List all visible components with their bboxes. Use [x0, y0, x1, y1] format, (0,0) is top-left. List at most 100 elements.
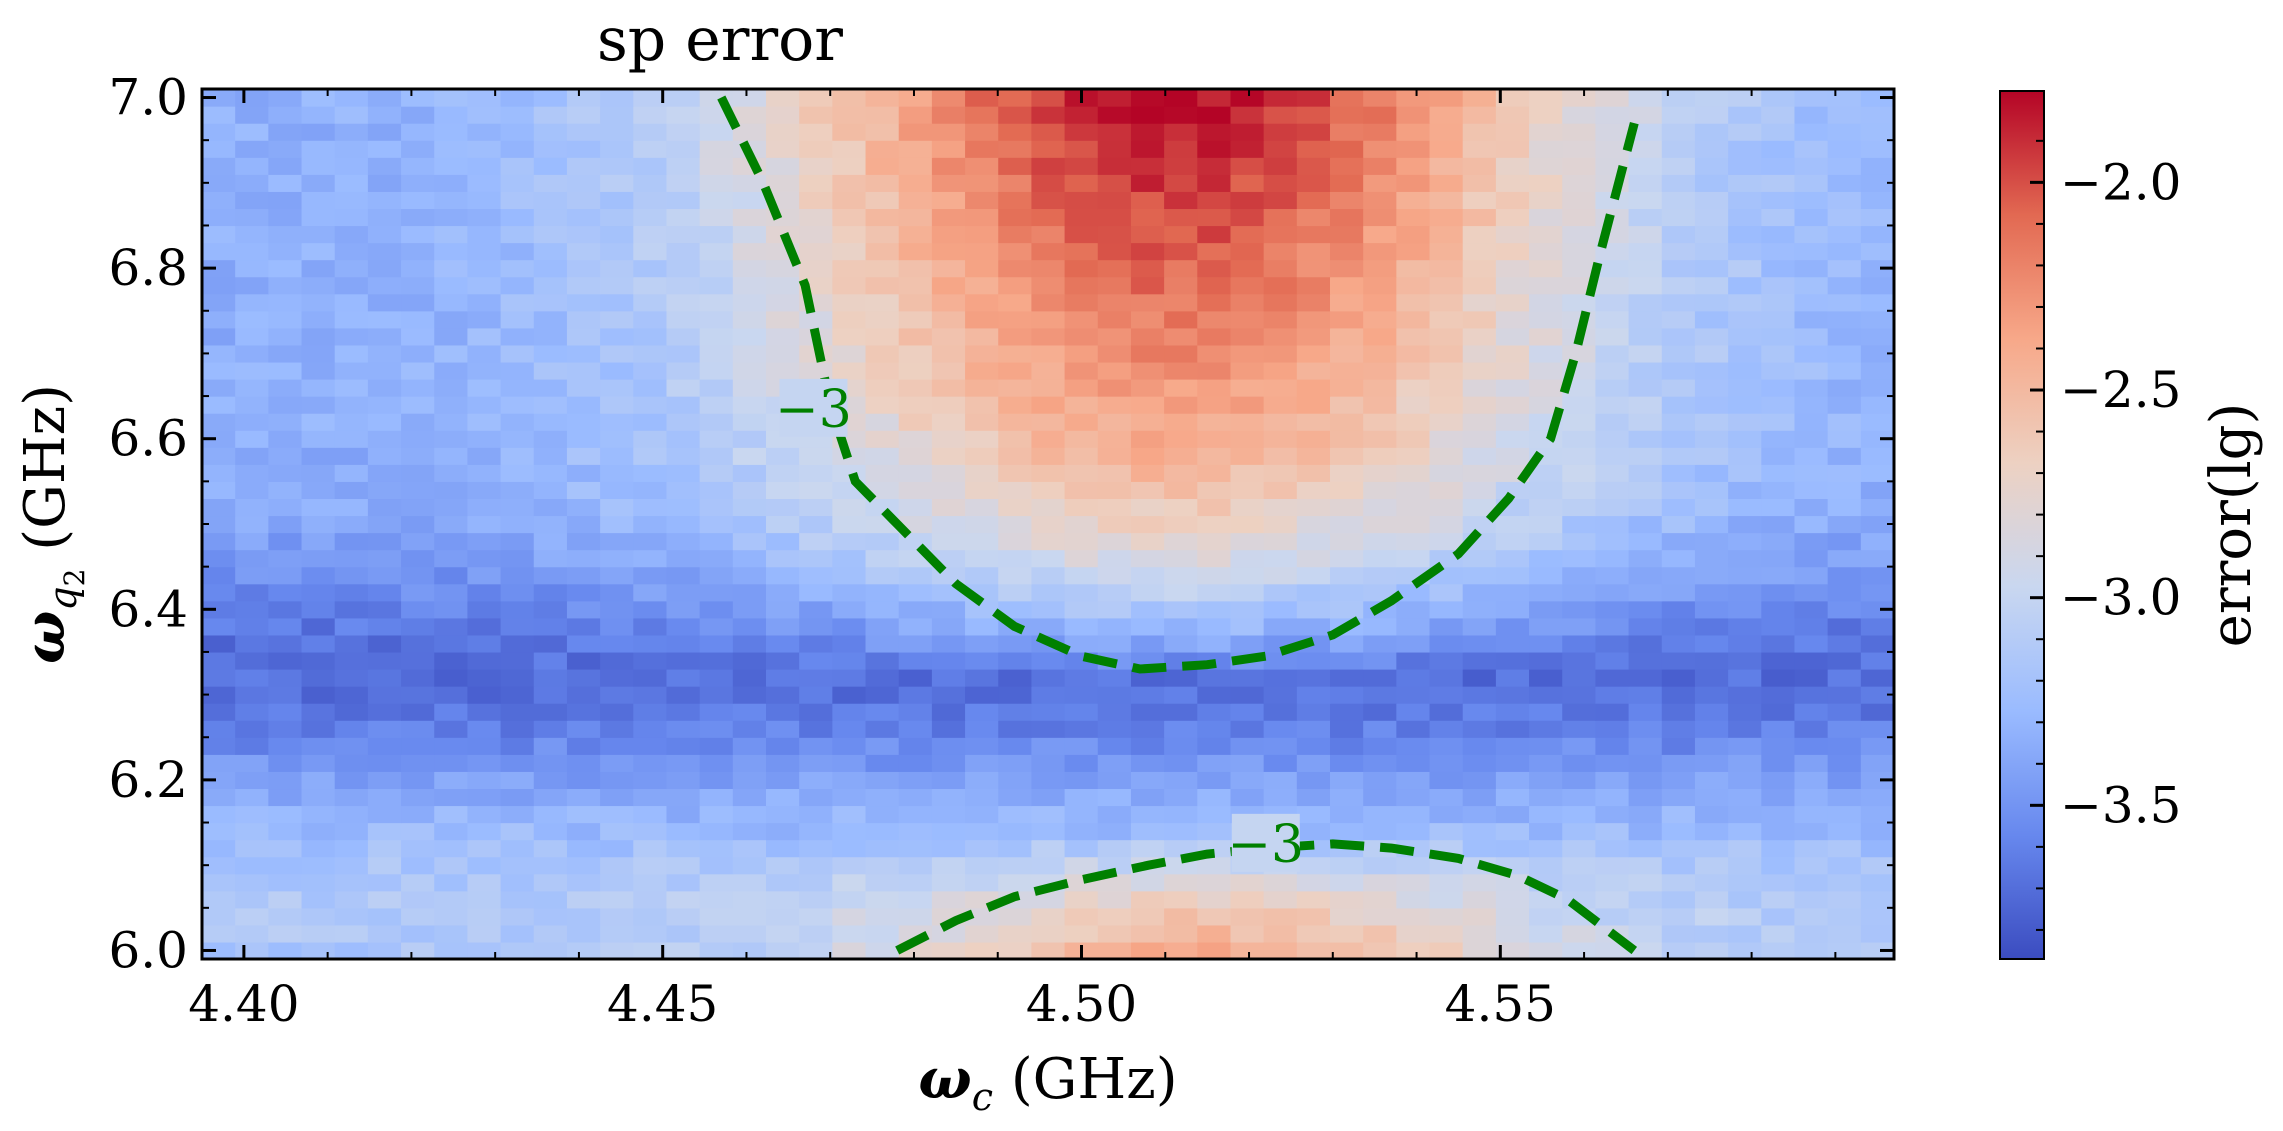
heatmap-cell: [633, 396, 668, 414]
heatmap-cell: [1429, 481, 1464, 500]
heatmap-cell: [1097, 464, 1132, 482]
heatmap-cell: [1396, 396, 1431, 414]
heatmap-cell: [1794, 856, 1829, 875]
heatmap-cell: [1462, 737, 1497, 755]
heatmap-cell: [1761, 191, 1796, 210]
heatmap-cell: [799, 686, 833, 704]
heatmap-cell: [1064, 737, 1099, 755]
heatmap-cell: [1164, 361, 1198, 380]
heatmap-cell: [500, 583, 535, 602]
heatmap-cell: [1429, 379, 1464, 397]
heatmap-cell: [1628, 89, 1663, 107]
heatmap-cell: [1595, 754, 1630, 772]
heatmap-cell: [1860, 805, 1895, 824]
heatmap-cell: [235, 703, 269, 721]
heatmap-cell: [1495, 361, 1530, 380]
heatmap-cell: [666, 873, 701, 892]
heatmap-cell: [1761, 276, 1796, 295]
heatmap-cell: [1230, 140, 1265, 158]
heatmap-cell: [1794, 430, 1829, 448]
heatmap-cell: [1031, 771, 1066, 790]
heatmap-cell: [434, 703, 469, 721]
heatmap-cell: [1794, 924, 1829, 943]
heatmap-cell: [1860, 430, 1895, 448]
heatmap-cell: [533, 344, 568, 363]
heatmap-cell: [832, 293, 867, 312]
heatmap-cell: [235, 839, 269, 858]
heatmap-cell: [1794, 396, 1829, 414]
heatmap-cell: [1794, 873, 1829, 892]
heatmap-cell: [898, 344, 933, 363]
heatmap-cell: [1562, 157, 1597, 175]
heatmap-cell: [633, 174, 668, 192]
heatmap-cell: [832, 788, 867, 807]
y-tick-label: 6.0: [108, 921, 188, 979]
heatmap-cell: [1595, 361, 1630, 380]
heatmap-cell: [1694, 396, 1729, 414]
heatmap-cell: [1562, 140, 1597, 158]
heatmap-cell: [1031, 532, 1066, 551]
heatmap-cell: [1860, 327, 1895, 346]
heatmap-cell: [799, 805, 833, 824]
heatmap-cell: [1794, 327, 1829, 346]
heatmap-cell: [633, 413, 668, 431]
heatmap-cell: [1661, 617, 1696, 636]
heatmap-cell: [865, 941, 900, 960]
heatmap-cell: [1462, 924, 1497, 943]
heatmap-cell: [633, 907, 668, 926]
heatmap-cell: [600, 737, 634, 755]
heatmap-cell: [699, 396, 734, 414]
heatmap-cell: [865, 890, 900, 909]
heatmap-cell: [268, 430, 303, 448]
heatmap-cell: [965, 617, 999, 636]
heatmap-cell: [500, 106, 535, 124]
heatmap-cell: [965, 344, 999, 363]
heatmap-cell: [666, 839, 701, 858]
heatmap-cell: [666, 703, 701, 721]
heatmap-cell: [1595, 259, 1630, 278]
heatmap-cell: [1263, 344, 1298, 363]
heatmap-cell: [235, 191, 269, 210]
heatmap-cell: [1296, 89, 1331, 107]
heatmap-cell: [1296, 208, 1331, 227]
heatmap-cell: [931, 242, 966, 261]
heatmap-cell: [1529, 259, 1563, 278]
heatmap-cell: [1097, 771, 1132, 790]
heatmap-cell: [1761, 873, 1796, 892]
heatmap-cell: [533, 498, 568, 517]
heatmap-cell: [832, 464, 867, 482]
heatmap-cell: [699, 941, 734, 960]
heatmap-cell: [566, 600, 601, 619]
heatmap-cell: [732, 737, 767, 755]
heatmap-cell: [898, 327, 933, 346]
heatmap-cell: [1263, 583, 1298, 602]
heatmap-cell: [832, 89, 867, 107]
heatmap-cell: [1330, 890, 1364, 909]
heatmap-cell: [1794, 617, 1829, 636]
heatmap-cell: [202, 344, 236, 363]
heatmap-cell: [1230, 754, 1265, 772]
heatmap-cell: [533, 617, 568, 636]
heatmap-cell: [633, 924, 668, 943]
heatmap-cell: [832, 566, 867, 585]
heatmap-cell: [1164, 873, 1198, 892]
heatmap-cell: [799, 191, 833, 210]
heatmap-cell: [1562, 703, 1597, 721]
heatmap-cell: [1396, 617, 1431, 636]
heatmap-cell: [533, 873, 568, 892]
heatmap-cell: [1694, 191, 1729, 210]
heatmap-cell: [1794, 89, 1829, 107]
heatmap-cell: [1097, 140, 1132, 158]
heatmap-cell: [301, 634, 336, 653]
heatmap-cell: [1661, 413, 1696, 431]
heatmap-cell: [1064, 754, 1099, 772]
colorbar-gradient: [1999, 90, 2045, 960]
heatmap-cell: [566, 89, 601, 107]
heatmap-cell: [732, 651, 767, 670]
heatmap-cell: [1827, 498, 1862, 517]
heatmap-cell: [235, 771, 269, 790]
heatmap-cell: [367, 293, 402, 312]
heatmap-cell: [998, 651, 1033, 670]
heatmap-cell: [434, 208, 469, 227]
heatmap-cell: [1495, 600, 1530, 619]
